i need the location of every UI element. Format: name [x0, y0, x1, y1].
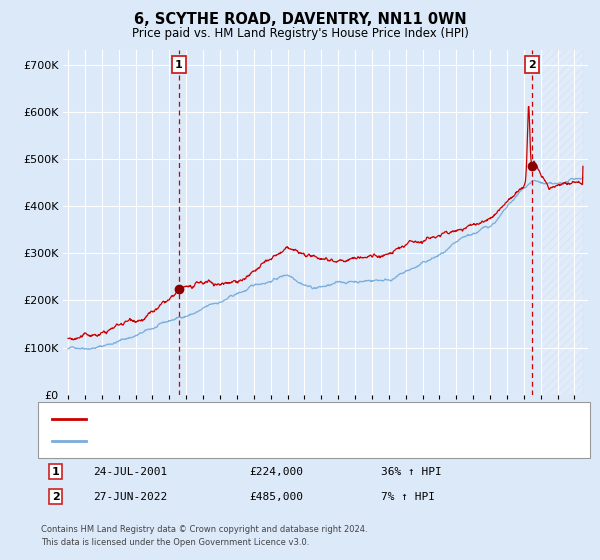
Text: Contains HM Land Registry data © Crown copyright and database right 2024.: Contains HM Land Registry data © Crown c… [41, 525, 367, 534]
Text: 24-JUL-2001: 24-JUL-2001 [93, 466, 167, 477]
Text: 27-JUN-2022: 27-JUN-2022 [93, 492, 167, 502]
Text: 1: 1 [52, 466, 59, 477]
Text: 36% ↑ HPI: 36% ↑ HPI [381, 466, 442, 477]
Text: HPI: Average price, detached house, West Northamptonshire: HPI: Average price, detached house, West… [93, 436, 410, 446]
Text: £485,000: £485,000 [249, 492, 303, 502]
Text: 7% ↑ HPI: 7% ↑ HPI [381, 492, 435, 502]
Text: This data is licensed under the Open Government Licence v3.0.: This data is licensed under the Open Gov… [41, 538, 309, 547]
Text: £224,000: £224,000 [249, 466, 303, 477]
Text: 2: 2 [52, 492, 59, 502]
Text: 1: 1 [175, 59, 182, 69]
Text: 6, SCYTHE ROAD, DAVENTRY, NN11 0WN (detached house): 6, SCYTHE ROAD, DAVENTRY, NN11 0WN (deta… [93, 414, 400, 424]
Text: 2: 2 [528, 59, 536, 69]
Text: 6, SCYTHE ROAD, DAVENTRY, NN11 0WN: 6, SCYTHE ROAD, DAVENTRY, NN11 0WN [134, 12, 466, 27]
Text: Price paid vs. HM Land Registry's House Price Index (HPI): Price paid vs. HM Land Registry's House … [131, 27, 469, 40]
